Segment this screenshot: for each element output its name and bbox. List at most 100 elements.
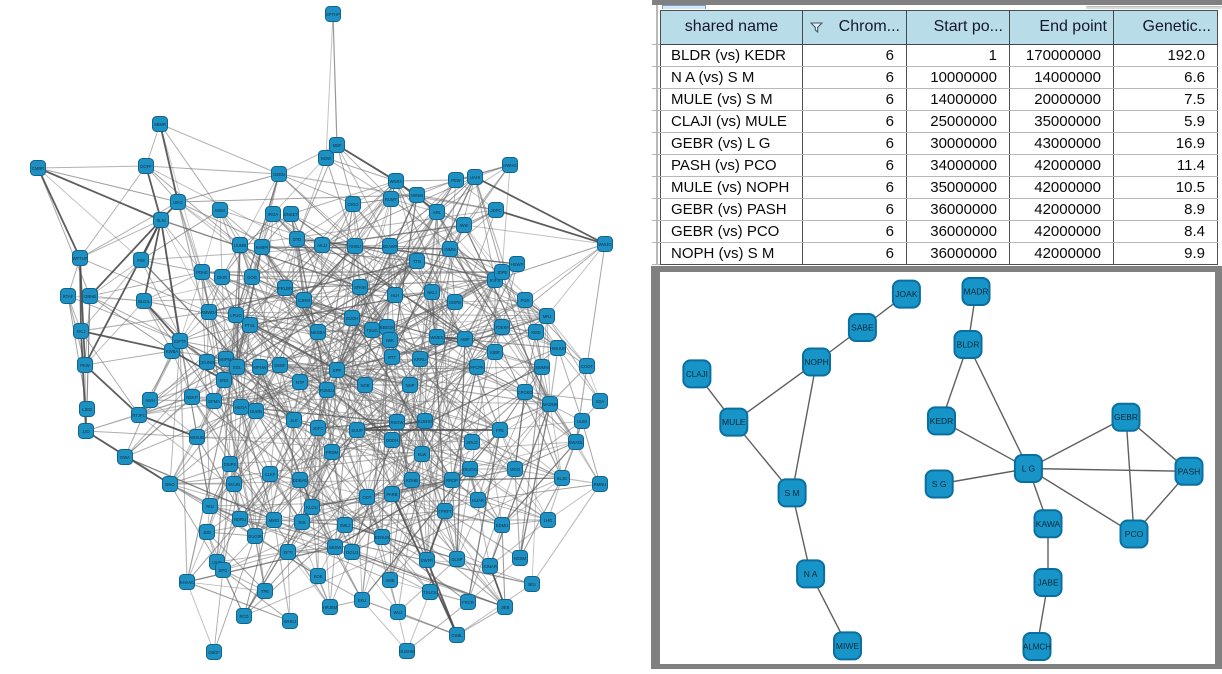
- svg-text:NKLI: NKLI: [427, 290, 436, 295]
- svg-text:SSA: SSA: [596, 399, 605, 404]
- svg-text:JABE: JABE: [1037, 577, 1059, 587]
- svg-text:S G: S G: [932, 479, 947, 489]
- svg-text:JIEB: JIEB: [501, 605, 510, 610]
- svg-text:EDMU: EDMU: [496, 523, 508, 528]
- svg-text:MPNW: MPNW: [253, 365, 266, 370]
- svg-text:AME: AME: [385, 578, 394, 583]
- svg-text:FPE: FPE: [496, 428, 504, 433]
- svg-text:HSWP: HSWP: [511, 262, 524, 267]
- svg-text:SWMM: SWMM: [535, 365, 549, 370]
- svg-text:LPUO: LPUO: [230, 313, 242, 318]
- svg-text:NHP: NHP: [406, 383, 415, 388]
- svg-text:DLWB: DLWB: [250, 409, 262, 414]
- svg-text:IGFTF: IGFTF: [174, 339, 187, 344]
- svg-text:OIGO: OIGO: [348, 202, 360, 207]
- svg-text:RMNU: RMNU: [594, 482, 607, 487]
- svg-text:CLAJI: CLAJI: [686, 369, 708, 378]
- svg-text:NSSM: NSSM: [514, 556, 527, 561]
- svg-text:COOT: COOT: [581, 364, 594, 369]
- svg-text:GUGIR: GUGIR: [248, 534, 262, 539]
- svg-text:NOPH: NOPH: [804, 357, 829, 367]
- svg-text:KHBPI: KHBPI: [256, 245, 269, 250]
- svg-text:SBMR: SBMR: [154, 122, 166, 127]
- svg-text:RROP: RROP: [446, 478, 458, 483]
- svg-text:ARL: ARL: [433, 210, 442, 215]
- svg-text:WAJN: WAJN: [228, 482, 240, 487]
- svg-text:JOAK: JOAK: [895, 289, 918, 299]
- svg-text:GFMA: GFMA: [208, 399, 220, 404]
- svg-text:ODDH: ODDH: [386, 438, 398, 443]
- svg-text:DDBAE: DDBAE: [293, 478, 308, 483]
- svg-text:DUSHW: DUSHW: [399, 649, 415, 654]
- svg-text:CEUNW: CEUNW: [199, 360, 215, 365]
- svg-text:KEDR: KEDR: [930, 415, 954, 425]
- svg-text:EFTI: EFTI: [283, 550, 292, 555]
- svg-text:LHG: LHG: [544, 518, 553, 523]
- svg-text:KHAAC: KHAAC: [180, 580, 194, 585]
- svg-text:MADR: MADR: [963, 286, 988, 296]
- svg-text:FRCR: FRCR: [462, 600, 474, 605]
- svg-text:AWF: AWF: [460, 337, 470, 342]
- svg-text:DIUGG: DIUGG: [463, 467, 477, 472]
- svg-text:GGUJ: GGUJ: [346, 550, 358, 555]
- svg-text:JDPE: JDPE: [497, 270, 508, 275]
- svg-text:NKSBA: NKSBA: [311, 330, 325, 335]
- svg-text:RMWDA: RMWDA: [201, 310, 217, 315]
- svg-text:SFKW: SFKW: [354, 285, 366, 290]
- svg-text:PFCPK: PFCPK: [470, 365, 484, 370]
- svg-text:AKJJ: AKJJ: [317, 243, 327, 248]
- svg-text:PCO: PCO: [1125, 529, 1144, 539]
- svg-text:JOFC: JOFC: [313, 426, 324, 431]
- svg-text:RSGW: RSGW: [390, 420, 403, 425]
- svg-text:GUOH: GUOH: [346, 316, 359, 321]
- svg-text:NOB: NOB: [360, 383, 369, 388]
- svg-text:PASH: PASH: [1178, 466, 1201, 476]
- svg-text:KIBR: KIBR: [490, 350, 500, 355]
- svg-text:IMKJ: IMKJ: [340, 523, 350, 528]
- svg-text:KLOU: KLOU: [306, 505, 317, 510]
- svg-text:KRG: KRG: [219, 378, 228, 383]
- svg-text:TTG: TTG: [413, 259, 421, 264]
- svg-text:MSM: MSM: [215, 208, 225, 213]
- svg-text:CPOKD: CPOKD: [518, 390, 533, 395]
- svg-text:SJNAR: SJNAR: [483, 564, 497, 569]
- svg-text:NEKP: NEKP: [186, 395, 198, 400]
- svg-text:SPTHP: SPTHP: [326, 12, 340, 17]
- svg-text:PARB: PARB: [386, 492, 397, 497]
- svg-text:GEBR: GEBR: [1114, 412, 1138, 422]
- svg-text:WHOJ: WHOJ: [284, 619, 296, 624]
- svg-text:JDD: JDD: [203, 530, 211, 535]
- svg-text:PEW: PEW: [451, 178, 461, 183]
- svg-text:WPTUP: WPTUP: [72, 256, 87, 261]
- svg-text:WINM: WINM: [411, 193, 423, 198]
- svg-text:DTD: DTD: [293, 237, 302, 242]
- svg-text:SLNI: SLNI: [156, 218, 165, 223]
- svg-text:RTT: RTT: [388, 355, 397, 360]
- svg-text:DNO: DNO: [165, 482, 175, 487]
- svg-text:KRRU: KRRU: [414, 357, 426, 362]
- svg-text:ISJAR: ISJAR: [472, 498, 484, 503]
- svg-text:DOFF: DOFF: [140, 164, 152, 169]
- svg-text:WMES: WMES: [430, 335, 443, 340]
- svg-text:DNEET: DNEET: [284, 212, 299, 217]
- svg-text:TPRFT: TPRFT: [438, 509, 452, 514]
- svg-text:MMO: MMO: [269, 518, 280, 523]
- svg-text:EWFR: EWFR: [421, 558, 433, 563]
- svg-text:KEAWP: KEAWP: [383, 244, 398, 249]
- svg-text:DSIPE: DSIPE: [224, 462, 237, 467]
- svg-text:UAHI: UAHI: [470, 175, 480, 180]
- svg-text:CMBR: CMBR: [32, 166, 44, 171]
- svg-text:SPG: SPG: [219, 568, 228, 573]
- svg-text:OKIN: OKIN: [217, 275, 227, 280]
- svg-text:GBHB: GBHB: [84, 294, 96, 299]
- svg-text:TOEKF: TOEKF: [495, 325, 509, 330]
- svg-text:MRJ: MRJ: [543, 314, 552, 319]
- svg-text:JLK: JLK: [290, 418, 297, 423]
- svg-text:N A: N A: [804, 568, 818, 578]
- svg-text:PRLBR: PRLBR: [278, 286, 292, 291]
- svg-text:DWA: DWA: [120, 455, 130, 460]
- svg-text:FRDM: FRDM: [326, 450, 339, 455]
- svg-text:BLDR: BLDR: [957, 339, 980, 349]
- svg-text:PDHE: PDHE: [196, 270, 208, 275]
- svg-text:IWK: IWK: [386, 338, 394, 343]
